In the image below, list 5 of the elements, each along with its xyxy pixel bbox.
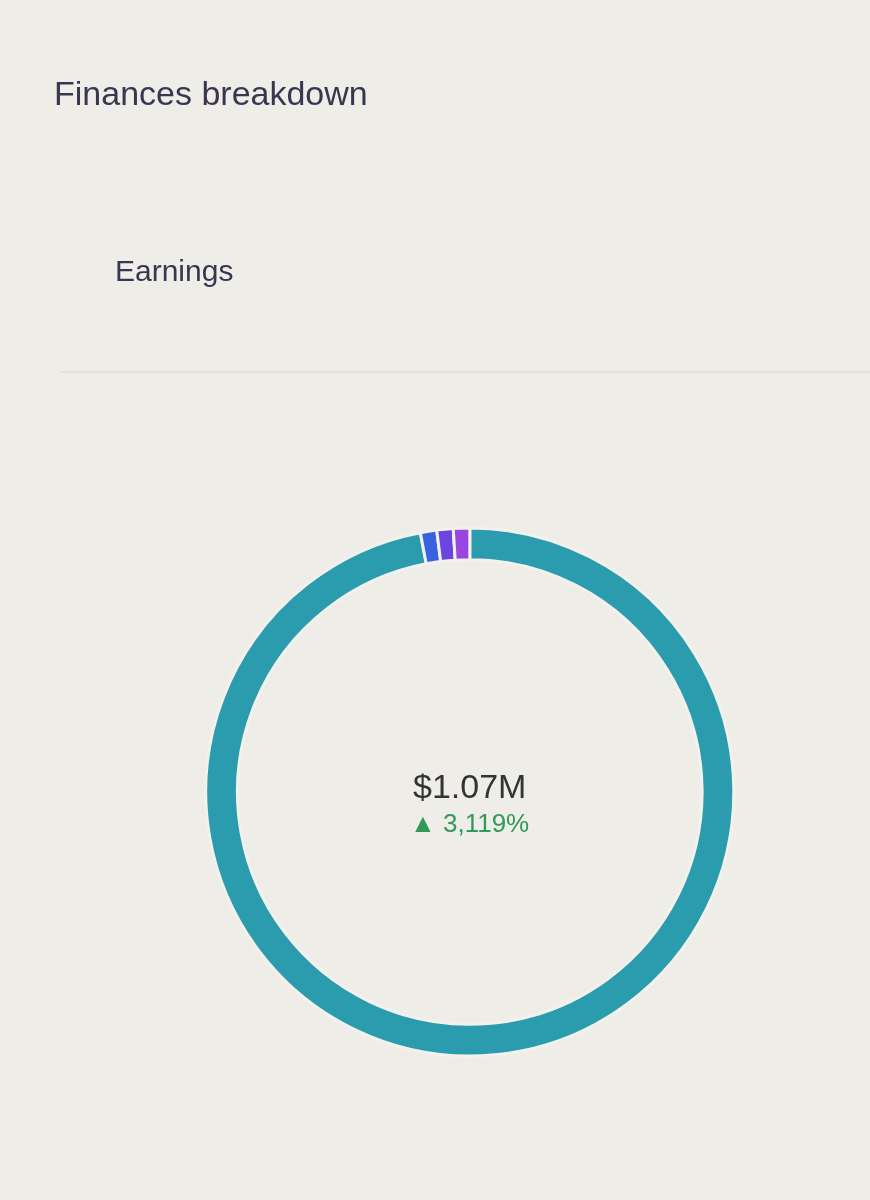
text: $1.07M: [413, 767, 527, 805]
chart-title: Finances breakdown: [54, 74, 368, 112]
donut-slice: [204, 526, 736, 1058]
chart-subtitle: Earnings: [115, 254, 234, 287]
text: ▲ 3,119%: [410, 808, 530, 838]
